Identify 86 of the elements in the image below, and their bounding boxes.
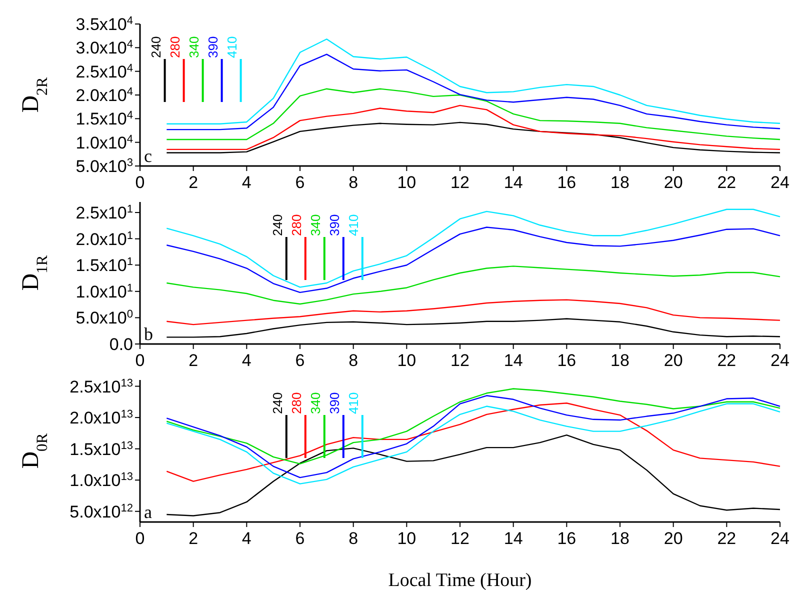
- x-tick-label: 6: [295, 351, 305, 370]
- y-tick-label: 2.0x10$^{1}$: [76, 230, 133, 249]
- line-series: [166, 38, 781, 124]
- x-tick-label: 18: [610, 173, 630, 192]
- x-tick-label: 16: [557, 173, 576, 192]
- x-tick-label: 24: [770, 351, 790, 370]
- x-tick-label: 6: [295, 173, 305, 192]
- text: 280: [288, 392, 304, 414]
- x-tick-label: 20: [664, 173, 683, 192]
- line-series: [166, 434, 781, 516]
- line-series: [166, 122, 781, 154]
- annotation: a: [144, 502, 152, 522]
- x-tick-label: 2: [188, 529, 198, 548]
- x-tick-label: 8: [348, 351, 358, 370]
- x-tick-label: 2: [188, 351, 198, 370]
- text: 340: [308, 392, 323, 414]
- x-axis-title: Local Time (Hour): [388, 570, 532, 590]
- x-tick-label: 14: [504, 173, 523, 192]
- x-tick-label: 16: [557, 351, 576, 370]
- line-series: [166, 104, 781, 150]
- x-tick-label: 6: [295, 529, 305, 548]
- text: 240: [270, 214, 285, 236]
- y-tick-label: 1.5x10$^{13}$: [70, 440, 133, 459]
- x-tick-label: 0: [135, 173, 145, 192]
- x-tick-label: 24: [770, 173, 790, 192]
- y-tick-label: 5.0x10$^{12}$: [70, 502, 133, 522]
- y-tick-label: 1.5x10$^{4}$: [76, 110, 133, 129]
- y-tick-label: 2.5x10$^{4}$: [76, 62, 133, 82]
- x-tick-label: 18: [610, 351, 630, 370]
- x-tick-label: 12: [450, 173, 470, 192]
- x-tick-label: 2: [188, 173, 198, 192]
- y-tick-label: 5.0x10$^{3}$: [76, 157, 133, 176]
- text: 240: [270, 392, 285, 414]
- x-tick-label: 24: [770, 529, 790, 548]
- x-tick-label: 8: [348, 529, 358, 548]
- x-tick-label: 10: [397, 173, 416, 192]
- line-series: [166, 388, 781, 464]
- y-tick-label: 2.0x10$^{4}$: [76, 86, 133, 105]
- y-tick-label: 2.0x10$^{13}$: [70, 408, 133, 428]
- text: 340: [186, 36, 202, 58]
- x-tick-label: 12: [450, 529, 470, 548]
- y-tick-label: 3.5x10$^{4}$: [76, 15, 133, 34]
- x-tick-label: 22: [717, 529, 736, 548]
- x-tick-label: 4: [242, 173, 252, 192]
- y-tick-label: 2.5x10$^{13}$: [70, 377, 133, 396]
- x-tick-label: 18: [610, 529, 630, 548]
- text: 410: [224, 36, 240, 58]
- x-tick-label: 22: [717, 173, 736, 192]
- text: 390: [326, 214, 342, 236]
- x-tick-label: 4: [242, 351, 252, 370]
- x-tick-label: 12: [450, 351, 470, 370]
- x-tick-label: 10: [397, 351, 416, 370]
- x-tick-label: 8: [348, 173, 358, 192]
- x-tick-label: 14: [504, 529, 523, 548]
- x-tick-label: 20: [664, 529, 683, 548]
- annotation: b: [144, 324, 153, 344]
- x-tick-label: 4: [242, 529, 252, 548]
- x-tick-label: 22: [717, 351, 736, 370]
- y-tick-label: 2.5x10$^{1}$: [76, 204, 133, 223]
- x-tick-label: 0: [135, 351, 145, 370]
- y-tick-label: 0.0: [109, 335, 133, 354]
- annotation: c: [144, 146, 152, 166]
- line-series: [166, 266, 781, 305]
- text: 340: [308, 214, 323, 236]
- line-series: [166, 299, 781, 326]
- text: 280: [167, 36, 182, 58]
- text: 280: [288, 214, 304, 236]
- line-series: [166, 88, 781, 140]
- y-tick-label: 1.0x10$^{1}$: [76, 282, 133, 302]
- x-tick-label: 14: [504, 351, 523, 370]
- x-tick-label: 0: [135, 529, 145, 548]
- y-tick-label: 1.5x10$^{1}$: [76, 256, 133, 276]
- y-tick-label: 1.0x10$^{4}$: [76, 133, 133, 152]
- y-tick-label: 5.0x10$^{0}$: [76, 308, 133, 328]
- y-tick-label: 3.0x10$^{4}$: [76, 38, 133, 58]
- x-tick-label: 16: [557, 529, 576, 548]
- line-series: [166, 318, 781, 338]
- x-tick-label: 10: [397, 529, 416, 548]
- y-tick-label: 1.0x10$^{13}$: [70, 471, 133, 490]
- text: 410: [346, 214, 361, 236]
- text: 390: [326, 392, 342, 414]
- text: 410: [346, 392, 361, 414]
- x-tick-label: 20: [664, 351, 683, 370]
- text: 390: [205, 36, 220, 58]
- line-series: [166, 208, 781, 288]
- text: 240: [148, 36, 164, 58]
